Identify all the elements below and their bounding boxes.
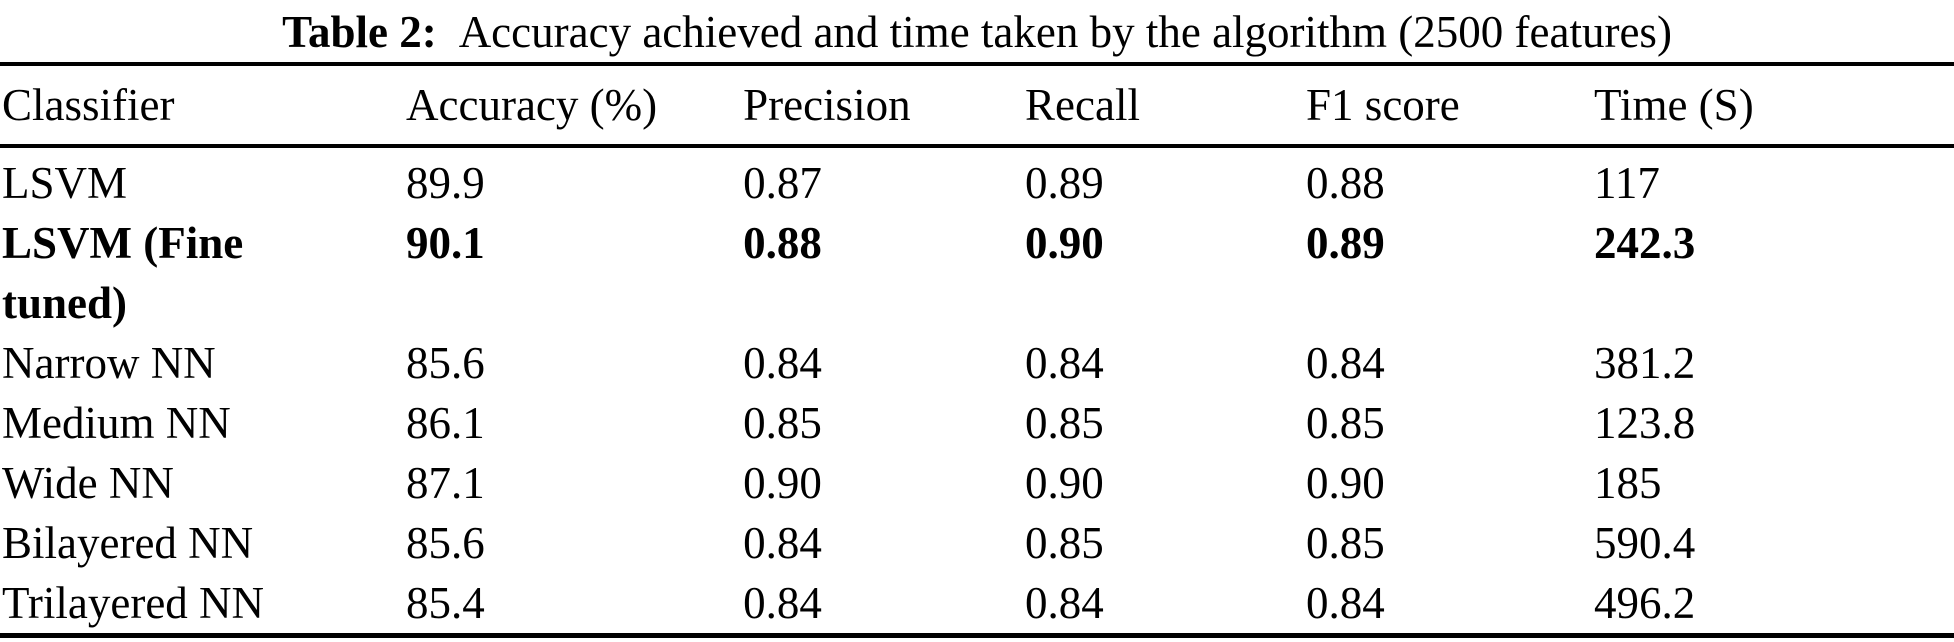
cell-time: 117 [1594, 158, 1660, 208]
cell-classifier: Wide NN [2, 458, 174, 508]
cell-classifier: Medium NN [2, 398, 231, 448]
cell-f1: 0.84 [1306, 338, 1385, 388]
cell-recall: 0.84 [1025, 338, 1104, 388]
cell-f1: 0.90 [1306, 458, 1385, 508]
results-table: Classifier Accuracy (%) Precision Recall… [0, 62, 1954, 638]
cell-precision: 0.87 [743, 158, 822, 208]
cell-precision: 0.84 [743, 578, 822, 628]
column-header-recall: Recall [1025, 80, 1140, 130]
cell-time: 496.2 [1594, 578, 1696, 628]
column-header-f1: F1 score [1306, 80, 1460, 130]
cell-classifier: Bilayered NN [2, 518, 254, 568]
cell-time: 590.4 [1594, 518, 1696, 568]
column-header-precision: Precision [743, 80, 911, 130]
cell-recall: 0.85 [1025, 398, 1104, 448]
cell-time: 123.8 [1594, 398, 1696, 448]
table-row-medium-nn: Medium NN 86.1 0.85 0.85 0.85 123.8 [0, 393, 1954, 453]
cell-accuracy: 86.1 [406, 398, 485, 448]
cell-precision: 0.88 [743, 218, 822, 268]
table-row-narrow-nn: Narrow NN 85.6 0.84 0.84 0.84 381.2 [0, 333, 1954, 393]
cell-accuracy: 87.1 [406, 458, 485, 508]
table-caption-text: Accuracy achieved and time taken by the … [458, 7, 1672, 57]
column-header-classifier: Classifier [2, 80, 175, 130]
cell-precision: 0.90 [743, 458, 822, 508]
cell-classifier: Narrow NN [2, 338, 216, 388]
cell-f1: 0.85 [1306, 398, 1385, 448]
cell-precision: 0.84 [743, 518, 822, 568]
cell-time: 242.3 [1594, 218, 1696, 268]
table-caption: Table 2: Accuracy achieved and time taken… [0, 0, 1954, 62]
cell-recall: 0.90 [1025, 458, 1104, 508]
cell-accuracy: 85.4 [406, 578, 485, 628]
cell-recall: 0.85 [1025, 518, 1104, 568]
cell-precision: 0.85 [743, 398, 822, 448]
cell-accuracy: 85.6 [406, 338, 485, 388]
cell-time: 381.2 [1594, 338, 1696, 388]
cell-f1: 0.88 [1306, 158, 1385, 208]
table-row-lsvm-fine-tuned: LSVM (Fine tuned) 90.1 0.88 0.90 0.89 24… [0, 213, 1954, 333]
header-row: Classifier Accuracy (%) Precision Recall… [0, 64, 1954, 146]
column-header-accuracy: Accuracy (%) [406, 80, 658, 130]
cell-f1: 0.89 [1306, 218, 1385, 268]
cell-classifier: Trilayered NN [2, 578, 265, 628]
column-header-time: Time (S) [1594, 80, 1754, 130]
cell-accuracy: 90.1 [406, 218, 485, 268]
cell-accuracy: 89.9 [406, 158, 485, 208]
table-row-wide-nn: Wide NN 87.1 0.90 0.90 0.90 185 [0, 453, 1954, 513]
cell-classifier: LSVM [2, 158, 128, 208]
table-caption-label: Table 2: [282, 7, 437, 57]
table-row-trilayered-nn: Trilayered NN 85.4 0.84 0.84 0.84 496.2 [0, 573, 1954, 636]
table-row-lsvm: LSVM 89.9 0.87 0.89 0.88 117 [0, 146, 1954, 213]
cell-f1: 0.85 [1306, 518, 1385, 568]
cell-precision: 0.84 [743, 338, 822, 388]
cell-recall: 0.84 [1025, 578, 1104, 628]
cell-recall: 0.89 [1025, 158, 1104, 208]
table-header: Classifier Accuracy (%) Precision Recall… [0, 64, 1954, 146]
table-row-bilayered-nn: Bilayered NN 85.6 0.84 0.85 0.85 590.4 [0, 513, 1954, 573]
cell-f1: 0.84 [1306, 578, 1385, 628]
cell-classifier: LSVM (Fine tuned) [2, 218, 244, 328]
table-body: LSVM 89.9 0.87 0.89 0.88 117 LSVM (Fine … [0, 146, 1954, 636]
cell-accuracy: 85.6 [406, 518, 485, 568]
cell-time: 185 [1594, 458, 1662, 508]
cell-recall: 0.90 [1025, 218, 1104, 268]
